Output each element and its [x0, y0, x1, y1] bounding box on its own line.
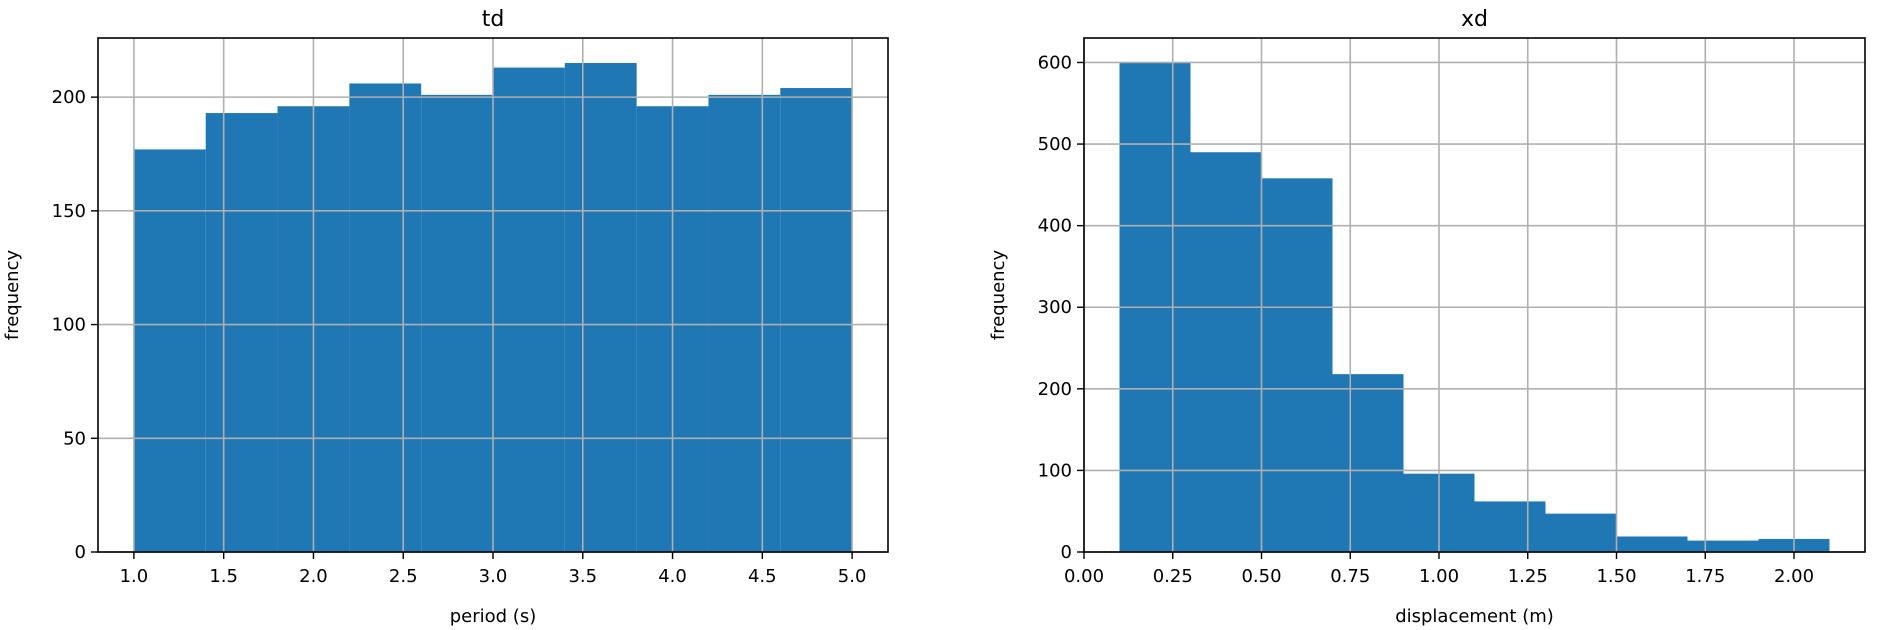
histogram-bar: [708, 94, 781, 553]
y-axis-label: frequency: [988, 250, 1009, 341]
x-tick-label: 2.0: [299, 566, 328, 587]
x-tick-label: 0.25: [1153, 566, 1193, 587]
chart-panel-xd: 0.00 0.25 0.50 0.75 1.00 1.25 1.50 1.75 2.00 0 100…: [988, 7, 1866, 627]
x-tick-label: 0.50: [1241, 566, 1281, 587]
y-tick-label: 200: [1038, 379, 1072, 400]
y-tick-label: 100: [52, 315, 86, 336]
y-tick-label: 0: [1061, 542, 1072, 563]
y-axis-label: frequency: [2, 250, 23, 341]
x-tick-label: 5.0: [838, 566, 867, 587]
x-tick-label: 0.75: [1330, 566, 1370, 587]
histogram-bar: [780, 88, 853, 552]
histogram-bar: [1190, 152, 1262, 552]
chart-title: td: [482, 7, 505, 32]
x-axis-label: displacement (m): [1395, 606, 1554, 627]
chart-panel-td: 1.0 1.5 2.0 2.5 3.0 3.5 4.0 4.5 5.0 0 50 100 150 200 t…: [2, 7, 889, 627]
histogram-bar: [493, 67, 565, 552]
x-tick-label: 1.25: [1508, 566, 1548, 587]
x-tick-label: 3.0: [479, 566, 508, 587]
histogram-bar: [1261, 178, 1333, 552]
x-tick-label: 1.75: [1685, 566, 1725, 587]
axes-frame: [1083, 37, 1866, 553]
chart-title: xd: [1461, 7, 1488, 32]
histogram-bar: [421, 94, 493, 553]
y-tick-label: 200: [52, 87, 86, 108]
histogram-bar: [1332, 374, 1404, 552]
y-tick-label: 300: [1038, 297, 1072, 318]
histogram-bar: [564, 63, 637, 553]
x-tick-label: 4.5: [748, 566, 777, 587]
x-tick-label: 2.00: [1774, 566, 1814, 587]
x-tick-label: 1.0: [120, 566, 149, 587]
histogram-bar: [349, 83, 422, 553]
histogram-bar: [1616, 536, 1688, 552]
y-tick-label: 0: [75, 542, 86, 563]
x-tick-label: 1.5: [209, 566, 238, 587]
histogram-bar: [1474, 501, 1546, 552]
y-tick-label: 150: [52, 201, 86, 222]
histogram-bar: [133, 149, 206, 552]
histogram-bar: [205, 113, 278, 553]
x-tick-label: 2.5: [389, 566, 418, 587]
x-tick-label: 0.00: [1064, 566, 1104, 587]
y-tick-label: 600: [1038, 52, 1072, 73]
x-tick-label: 1.50: [1596, 566, 1636, 587]
y-tick-label: 400: [1038, 216, 1072, 237]
x-tick-label: 4.0: [658, 566, 687, 587]
y-tick-label: 100: [1038, 460, 1072, 481]
x-tick-label: 1.00: [1419, 566, 1459, 587]
histogram-bar: [1687, 540, 1759, 552]
x-tick-label: 3.5: [568, 566, 597, 587]
x-axis-label: period (s): [450, 606, 536, 627]
y-tick-label: 500: [1038, 134, 1072, 155]
histogram-bar: [1545, 513, 1617, 552]
y-tick-label: 50: [63, 428, 86, 449]
